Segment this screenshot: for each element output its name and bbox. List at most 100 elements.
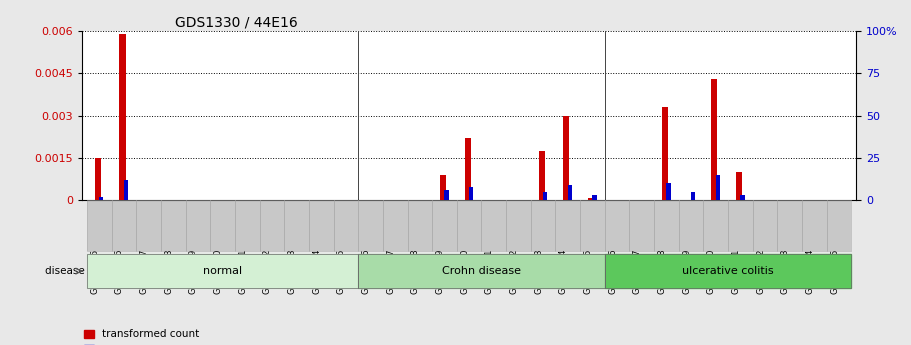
Bar: [703, 200, 728, 251]
Text: GSM29602: GSM29602: [263, 248, 271, 294]
Text: GSM29607: GSM29607: [386, 248, 395, 294]
Bar: [588, 198, 594, 200]
Bar: [309, 200, 333, 251]
Bar: [736, 172, 742, 200]
Bar: [161, 200, 186, 251]
Bar: [119, 34, 126, 200]
Bar: [161, 200, 186, 251]
Text: GSM29603: GSM29603: [288, 248, 297, 294]
Text: GSM29598: GSM29598: [164, 248, 173, 294]
Text: GSM29601: GSM29601: [238, 248, 247, 294]
Bar: [538, 151, 545, 200]
Bar: [802, 200, 827, 251]
Text: disease state: disease state: [45, 266, 115, 276]
Text: GSM29625: GSM29625: [830, 248, 839, 294]
Bar: [691, 192, 695, 200]
Bar: [87, 254, 358, 288]
Bar: [284, 200, 309, 251]
Bar: [407, 200, 432, 251]
Bar: [95, 158, 101, 200]
Text: GSM29604: GSM29604: [312, 248, 322, 294]
Bar: [186, 200, 210, 251]
Text: GSM29620: GSM29620: [707, 248, 716, 294]
Bar: [137, 200, 161, 251]
Bar: [111, 200, 137, 251]
Bar: [728, 200, 752, 251]
Bar: [531, 200, 556, 251]
Text: GSM29616: GSM29616: [609, 248, 617, 294]
Bar: [124, 180, 128, 200]
Bar: [740, 195, 744, 200]
Bar: [592, 195, 597, 200]
Text: ulcerative colitis: ulcerative colitis: [682, 266, 774, 276]
Bar: [358, 254, 605, 288]
Bar: [456, 200, 482, 251]
Text: GSM29595: GSM29595: [90, 248, 99, 294]
Bar: [605, 254, 852, 288]
Bar: [87, 200, 111, 251]
Bar: [580, 200, 605, 251]
Bar: [235, 200, 260, 251]
Bar: [358, 200, 383, 251]
Bar: [802, 200, 827, 251]
Bar: [482, 200, 507, 251]
Text: GSM29611: GSM29611: [485, 248, 494, 294]
Text: GSM29612: GSM29612: [509, 248, 518, 294]
Bar: [284, 200, 309, 251]
Bar: [440, 175, 446, 200]
Bar: [507, 200, 531, 251]
Bar: [333, 200, 358, 251]
Bar: [679, 200, 703, 251]
Bar: [605, 254, 852, 288]
Bar: [383, 200, 407, 251]
Text: normal: normal: [203, 266, 242, 276]
Bar: [605, 200, 630, 251]
Bar: [87, 254, 358, 288]
Text: GSM29614: GSM29614: [558, 248, 568, 294]
Text: GSM29617: GSM29617: [633, 248, 641, 294]
Text: GSM29621: GSM29621: [732, 248, 741, 294]
Bar: [563, 116, 569, 200]
Bar: [186, 200, 210, 251]
Bar: [309, 200, 333, 251]
Bar: [456, 200, 482, 251]
Bar: [358, 200, 383, 251]
Bar: [630, 200, 654, 251]
Bar: [210, 200, 235, 251]
Bar: [383, 200, 407, 251]
Bar: [99, 197, 104, 200]
Bar: [580, 200, 605, 251]
Text: GSM29622: GSM29622: [756, 248, 765, 294]
Bar: [432, 200, 456, 251]
Bar: [666, 183, 670, 200]
Text: GSM29624: GSM29624: [805, 248, 814, 294]
Bar: [556, 200, 580, 251]
Text: GSM29618: GSM29618: [658, 248, 667, 294]
Text: GSM29606: GSM29606: [362, 248, 371, 294]
Text: GSM29619: GSM29619: [682, 248, 691, 294]
Bar: [679, 200, 703, 251]
Bar: [507, 200, 531, 251]
Bar: [777, 200, 802, 251]
Bar: [715, 175, 720, 200]
Bar: [445, 190, 449, 200]
Bar: [630, 200, 654, 251]
Text: GSM29596: GSM29596: [115, 248, 124, 294]
Bar: [662, 107, 668, 200]
Bar: [210, 200, 235, 251]
Bar: [556, 200, 580, 251]
Bar: [333, 200, 358, 251]
Bar: [654, 200, 679, 251]
Bar: [752, 200, 777, 251]
Bar: [531, 200, 556, 251]
Bar: [482, 200, 507, 251]
Bar: [605, 200, 630, 251]
Text: GDS1330 / 44E16: GDS1330 / 44E16: [175, 16, 298, 30]
Bar: [235, 200, 260, 251]
Bar: [137, 200, 161, 251]
Bar: [703, 200, 728, 251]
Bar: [543, 192, 548, 200]
Text: GSM29605: GSM29605: [337, 248, 346, 294]
Text: GSM29610: GSM29610: [460, 248, 469, 294]
Bar: [407, 200, 432, 251]
